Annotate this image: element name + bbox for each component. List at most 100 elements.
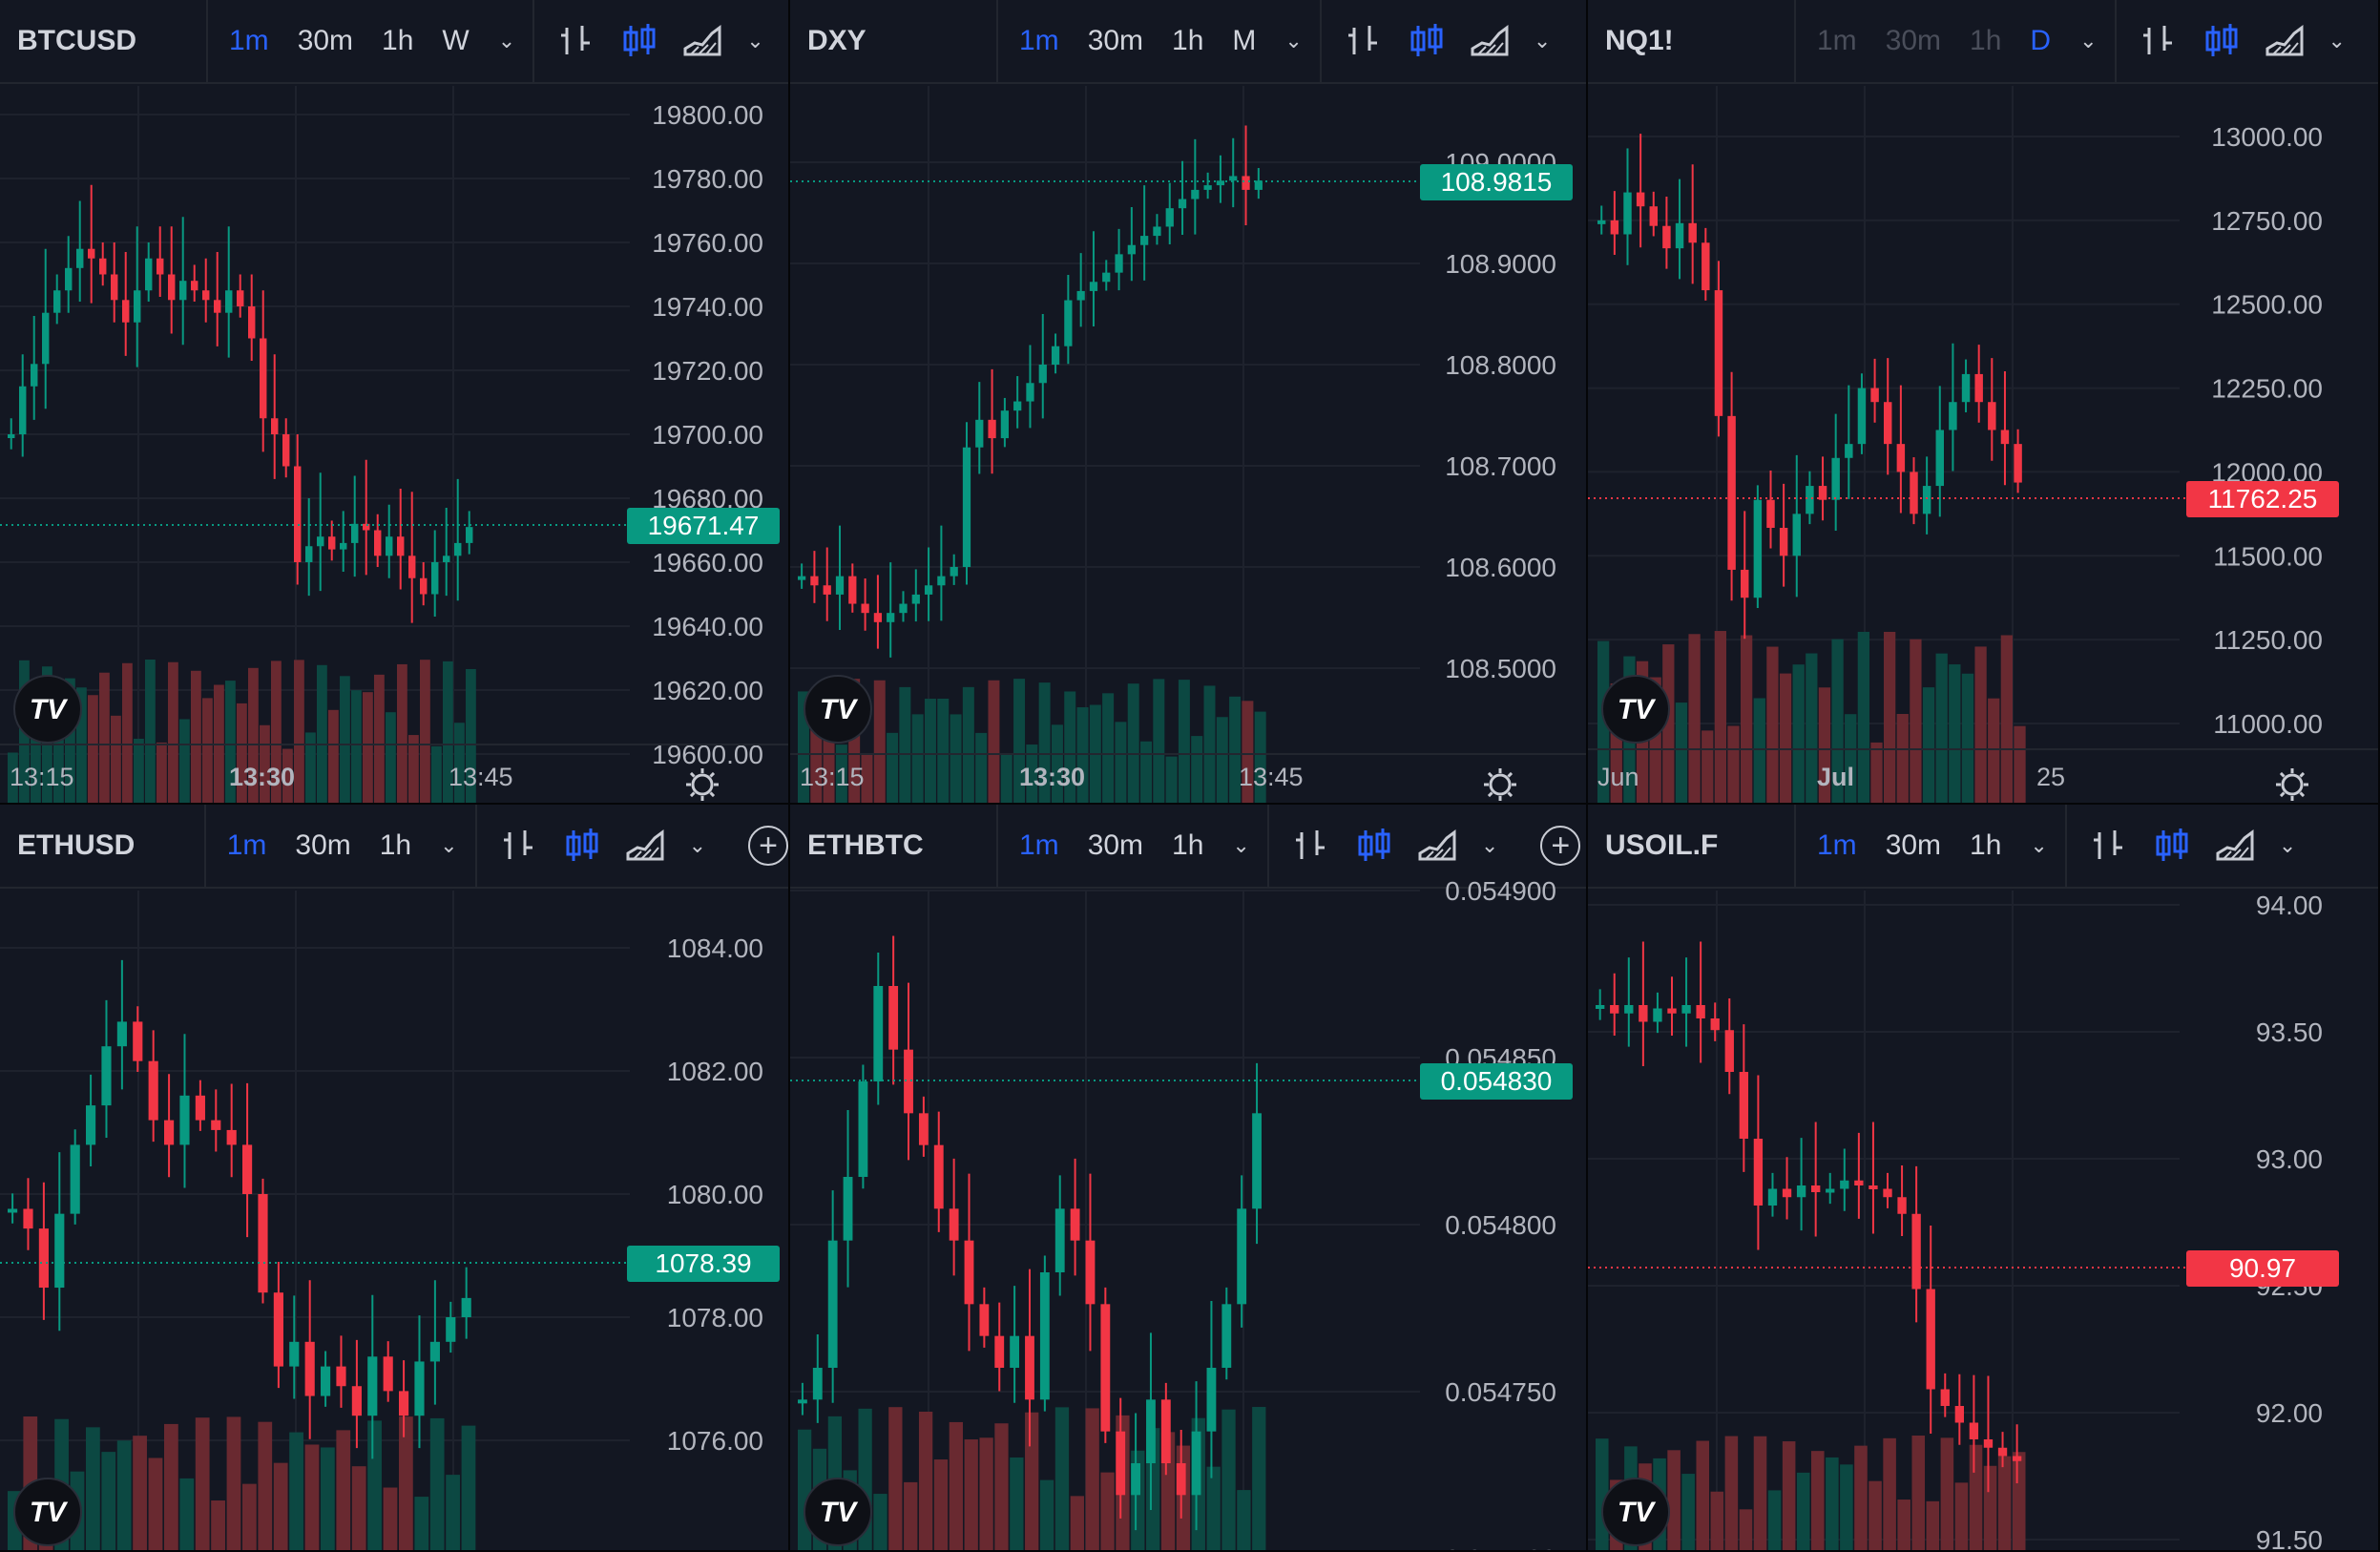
interval-extra[interactable]: M xyxy=(1232,25,1257,56)
candle xyxy=(1997,1447,2008,1457)
symbol-button[interactable]: ETHUSD xyxy=(0,805,206,887)
interval-1h[interactable]: 1h xyxy=(1172,829,1204,861)
candle xyxy=(454,542,462,556)
chevron-down-icon[interactable]: ⌄ xyxy=(1480,833,1499,857)
interval-30m[interactable]: 30m xyxy=(1087,829,1144,861)
price-chart[interactable]: 19800.00 19780.00 19760.00 19740.00 19720.00… xyxy=(0,0,788,803)
candles-icon[interactable] xyxy=(2153,827,2191,865)
chevron-down-icon[interactable]: ⌄ xyxy=(2079,29,2098,52)
interval-1h[interactable]: 1h xyxy=(1970,25,2002,56)
volume-bar xyxy=(53,706,64,803)
volume-bar xyxy=(1926,1500,1940,1550)
candle xyxy=(340,542,347,550)
chart-style-tools: ⌄ + xyxy=(1269,826,1581,866)
price-chart[interactable]: 0.0549000.0548500.0548000.0547500.054700… xyxy=(790,805,1586,1550)
area-chart-icon[interactable] xyxy=(2265,22,2304,60)
interval-1h[interactable]: 1h xyxy=(382,25,414,56)
volume-bar xyxy=(111,715,121,803)
area-chart-icon[interactable] xyxy=(1418,827,1456,865)
interval-1m[interactable]: 1m xyxy=(226,829,267,861)
interval-1h[interactable]: 1h xyxy=(1970,829,2002,861)
interval-1m[interactable]: 1m xyxy=(229,25,269,56)
chevron-down-icon[interactable]: ⌄ xyxy=(1284,29,1303,52)
candles-icon[interactable] xyxy=(1355,827,1393,865)
candle xyxy=(429,1341,440,1362)
candle xyxy=(1624,1005,1634,1014)
area-chart-icon[interactable] xyxy=(1471,22,1509,60)
area-chart-icon[interactable] xyxy=(683,22,721,60)
candles-icon[interactable] xyxy=(1408,22,1446,60)
price-chart[interactable]: 109.0000108.9000108.8000108.7000108.6000… xyxy=(790,0,1586,803)
candle xyxy=(1701,242,1710,291)
volume-bar xyxy=(1038,682,1051,803)
chevron-down-icon[interactable]: ⌄ xyxy=(440,833,458,857)
interval-1m[interactable]: 1m xyxy=(1019,25,1059,56)
candle xyxy=(858,1081,868,1177)
interval-30m[interactable]: 30m xyxy=(297,25,354,56)
candle xyxy=(887,613,895,622)
candle xyxy=(1662,225,1671,249)
chevron-down-icon[interactable]: ⌄ xyxy=(2328,29,2346,52)
candle xyxy=(1940,1389,1950,1406)
volume-bar xyxy=(1688,634,1701,803)
interval-extra[interactable]: D xyxy=(2030,25,2052,56)
candle xyxy=(1870,388,1879,403)
area-chart-icon[interactable] xyxy=(2216,827,2254,865)
candle xyxy=(1064,300,1073,346)
interval-1h[interactable]: 1h xyxy=(379,829,412,861)
symbol-button[interactable]: ETHBTC xyxy=(790,805,998,887)
price-chart[interactable]: 13000.0012750.0012500.0012250.0012000.00… xyxy=(1588,0,2378,803)
price-tick-label: 94.00 xyxy=(2256,891,2323,920)
bar-chart-icon[interactable] xyxy=(2140,22,2178,60)
chevron-down-icon[interactable]: ⌄ xyxy=(497,29,516,52)
interval-30m[interactable]: 30m xyxy=(295,829,351,861)
chevron-down-icon[interactable]: ⌄ xyxy=(688,833,706,857)
plus-icon[interactable]: + xyxy=(748,826,788,866)
volume-bar xyxy=(1681,1474,1695,1550)
chevron-down-icon[interactable]: ⌄ xyxy=(2278,833,2297,857)
chevron-down-icon[interactable]: ⌄ xyxy=(1232,833,1250,857)
interval-1h[interactable]: 1h xyxy=(1172,25,1204,56)
gear-tooth xyxy=(709,791,716,798)
volume-bar xyxy=(1840,1464,1853,1550)
bar-chart-icon[interactable] xyxy=(2090,827,2128,865)
interval-1m[interactable]: 1m xyxy=(1817,829,1857,861)
pane-toolbar: ETHBTC 1m 30m 1h ⌄ ⌄ + xyxy=(790,805,1586,889)
interval-1m[interactable]: 1m xyxy=(1019,829,1059,861)
candle xyxy=(1051,346,1060,365)
price-tick-label: 0.054750 xyxy=(1445,1377,1556,1407)
chevron-down-icon[interactable]: ⌄ xyxy=(746,29,764,52)
price-chart[interactable]: 1084.00 1082.00 1080.00 1078.00 1076.00 1074.… xyxy=(0,805,788,1550)
interval-30m[interactable]: 30m xyxy=(1087,25,1144,56)
bar-chart-icon[interactable] xyxy=(500,827,538,865)
bar-chart-icon[interactable] xyxy=(557,22,595,60)
area-chart-icon[interactable] xyxy=(626,827,664,865)
price-tick-label: 1076.00 xyxy=(667,1426,763,1456)
candle xyxy=(1010,1335,1020,1368)
interval-30m[interactable]: 30m xyxy=(1885,25,1942,56)
symbol-button[interactable]: DXY xyxy=(790,0,998,82)
candle xyxy=(798,576,806,580)
chevron-down-icon[interactable]: ⌄ xyxy=(2030,833,2048,857)
candle xyxy=(843,1177,853,1241)
bar-chart-icon[interactable] xyxy=(1292,827,1330,865)
symbol-button[interactable]: NQ1! xyxy=(1588,0,1796,82)
candles-icon[interactable] xyxy=(2203,22,2241,60)
candles-icon[interactable] xyxy=(620,22,658,60)
pane-toolbar: USOIL.F 1m 30m 1h ⌄ ⌄ xyxy=(1588,805,2378,889)
interval-1m[interactable]: 1m xyxy=(1817,25,1857,56)
plus-icon[interactable]: + xyxy=(1540,826,1581,866)
symbol-button[interactable]: BTCUSD xyxy=(0,0,208,82)
interval-30m[interactable]: 30m xyxy=(1885,829,1942,861)
volume-bar xyxy=(1237,1490,1251,1550)
chevron-down-icon[interactable]: ⌄ xyxy=(1533,29,1552,52)
candle xyxy=(962,447,971,567)
symbol-button[interactable]: USOIL.F xyxy=(1588,805,1796,887)
candle xyxy=(2014,444,2022,483)
volume-bar xyxy=(2012,1452,2026,1550)
price-tick-label: 93.00 xyxy=(2256,1144,2323,1174)
interval-extra[interactable]: W xyxy=(442,25,470,56)
bar-chart-icon[interactable] xyxy=(1345,22,1383,60)
candles-icon[interactable] xyxy=(563,827,601,865)
